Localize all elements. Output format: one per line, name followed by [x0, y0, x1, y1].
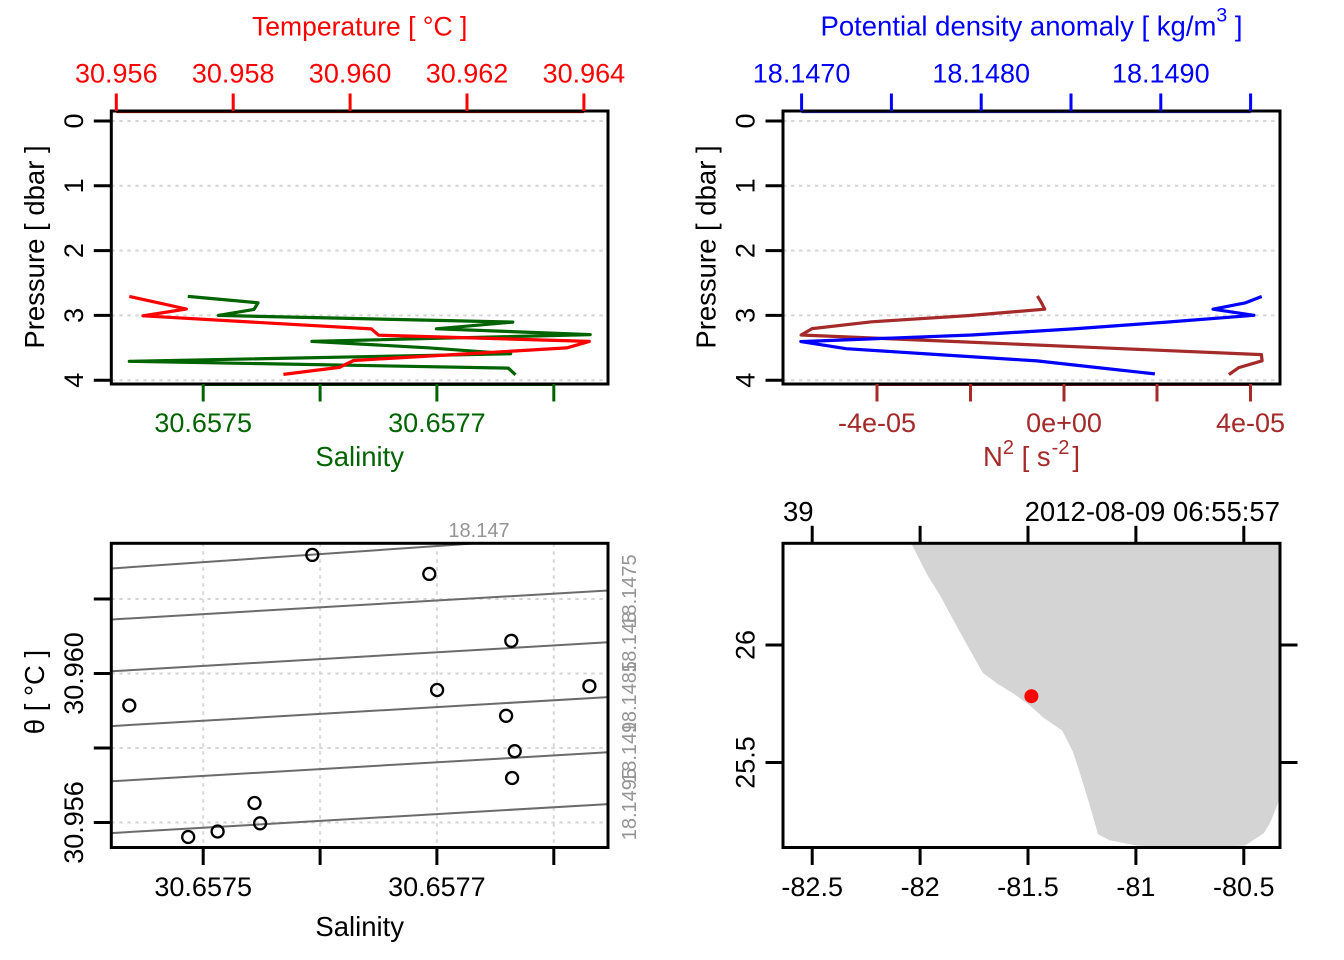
svg-text:18.1495: 18.1495 [619, 768, 641, 840]
svg-text:Pressure [ dbar ]: Pressure [ dbar ] [19, 145, 50, 348]
svg-text:0e+00: 0e+00 [1026, 408, 1102, 438]
svg-text:2: 2 [59, 243, 89, 258]
svg-text:4e-05: 4e-05 [1216, 408, 1285, 438]
svg-text:30.956: 30.956 [59, 781, 89, 864]
svg-text:30.962: 30.962 [426, 59, 509, 89]
svg-text:-4e-05: -4e-05 [838, 408, 916, 438]
svg-text:30.960: 30.960 [59, 632, 89, 715]
svg-text:1: 1 [59, 178, 89, 193]
svg-text:-80.5: -80.5 [1213, 872, 1275, 902]
svg-text:39: 39 [783, 496, 814, 527]
svg-text:Pressure [ dbar ]: Pressure [ dbar ] [691, 145, 722, 348]
svg-text:18.148: 18.148 [619, 612, 641, 673]
svg-text:θ [ °C ]: θ [ °C ] [19, 650, 50, 734]
svg-text:30.960: 30.960 [309, 59, 392, 89]
svg-text:18.1485: 18.1485 [619, 661, 641, 733]
svg-text:-81.5: -81.5 [997, 872, 1059, 902]
svg-text:30.6575: 30.6575 [154, 872, 252, 902]
svg-text:4: 4 [59, 373, 89, 388]
svg-text:18.1475: 18.1475 [619, 554, 641, 626]
svg-text:-82: -82 [901, 872, 940, 902]
svg-text:18.1470: 18.1470 [753, 59, 851, 89]
svg-text:18.1490: 18.1490 [1112, 59, 1210, 89]
svg-text:Temperature [ °C ]: Temperature [ °C ] [252, 12, 467, 42]
svg-text:30.964: 30.964 [543, 59, 626, 89]
svg-text:18.1480: 18.1480 [932, 59, 1030, 89]
svg-text:0: 0 [731, 113, 761, 128]
svg-text:4: 4 [731, 373, 761, 388]
svg-text:1: 1 [731, 178, 761, 193]
svg-text:26: 26 [731, 630, 761, 660]
svg-text:-81: -81 [1116, 872, 1155, 902]
svg-text:18.147: 18.147 [448, 520, 509, 542]
svg-text:30.6577: 30.6577 [388, 872, 486, 902]
svg-text:30.956: 30.956 [75, 59, 158, 89]
svg-text:Salinity: Salinity [315, 911, 404, 942]
svg-text:2: 2 [731, 243, 761, 258]
svg-text:3: 3 [731, 308, 761, 323]
svg-text:30.6577: 30.6577 [388, 408, 486, 438]
svg-text:0: 0 [59, 113, 89, 128]
svg-text:30.6575: 30.6575 [154, 408, 252, 438]
svg-text:18.149: 18.149 [619, 722, 641, 783]
svg-text:Potential density anomaly [ kg: Potential density anomaly [ kg/m3 ] [820, 5, 1242, 42]
svg-text:-82.5: -82.5 [781, 872, 843, 902]
svg-text:25.5: 25.5 [731, 736, 761, 789]
svg-text:30.958: 30.958 [192, 59, 275, 89]
svg-text:3: 3 [59, 308, 89, 323]
svg-text:2012-08-09 06:55:57: 2012-08-09 06:55:57 [1025, 496, 1280, 527]
svg-text:Salinity: Salinity [315, 441, 404, 472]
